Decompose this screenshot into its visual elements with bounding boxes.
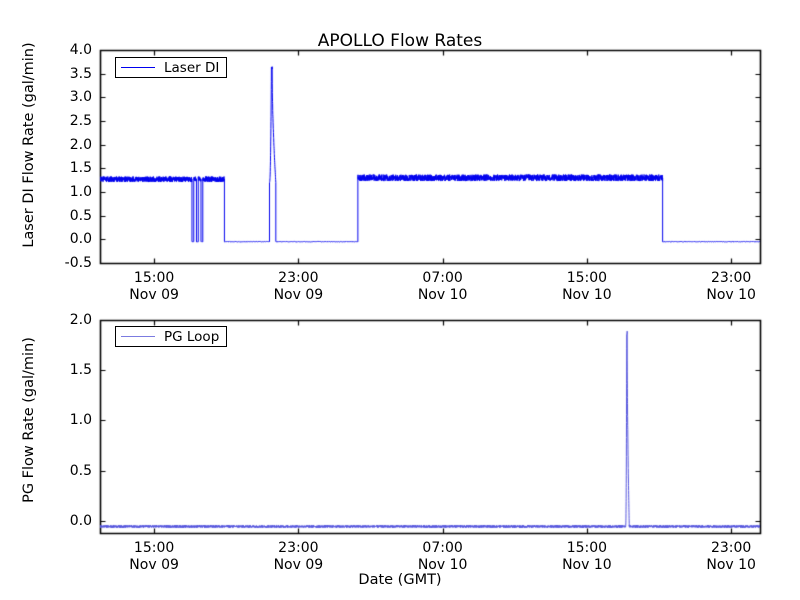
bottom-y-tick-label: 1.0 (69, 412, 92, 429)
bottom-x-tick-date: Nov 10 (562, 557, 612, 573)
bottom-x-tick-date: Nov 09 (129, 557, 179, 573)
top-y-tick-label: 1.0 (69, 184, 92, 200)
top-x-tick-label: 07:00 Nov 10 (398, 271, 488, 302)
bottom-x-tick-date: Nov 09 (273, 557, 324, 573)
top-x-tick-date: Nov 09 (273, 287, 324, 303)
bottom-x-tick-time: 23:00 (710, 540, 752, 556)
legend-line-swatch-pg-loop (121, 336, 155, 337)
top-y-tick-label: 2.0 (69, 136, 92, 153)
top-y-tick-label: 3.0 (69, 89, 92, 106)
bottom-y-tick-label: 0.5 (69, 462, 92, 479)
legend-line-swatch-laser-di (121, 67, 155, 68)
top-plot-legend: Laser DI (115, 57, 228, 78)
bottom-x-tick-label: 07:00 Nov 10 (398, 541, 488, 572)
bottom-x-tick-date: Nov 10 (706, 557, 756, 573)
bottom-plot-legend: PG Loop (115, 326, 228, 347)
bottom-x-tick-time: 15:00 (566, 540, 608, 556)
top-y-tick-label: 0.0 (69, 231, 92, 248)
top-y-tick-label: 1.5 (69, 160, 92, 177)
top-x-tick-time: 23:00 (278, 270, 319, 286)
top-x-tick-label: 15:00 Nov 10 (542, 271, 632, 302)
page-title: APOLLO Flow Rates (317, 31, 483, 51)
bottom-y-tick-label: 1.5 (69, 362, 92, 379)
top-x-tick-time: 15:00 (133, 270, 175, 286)
bottom-axis-y-label: PG Flow Rate (gal/min) (21, 337, 37, 503)
top-y-tick-label: 4.0 (69, 42, 92, 58)
top-x-tick-date: Nov 10 (562, 287, 612, 303)
bottom-x-tick-date: Nov 10 (417, 557, 468, 573)
bottom-y-tick-label: 2.0 (69, 312, 92, 328)
top-y-tick-label: 2.5 (69, 113, 92, 129)
top-axis-y-label: Laser DI Flow Rate (gal/min) (21, 42, 37, 248)
top-x-tick-label: 15:00 Nov 09 (109, 271, 199, 302)
top-x-tick-date: Nov 09 (129, 287, 179, 303)
bottom-x-tick-label: 23:00 Nov 09 (253, 541, 343, 572)
bottom-x-tick-time: 07:00 (422, 540, 463, 556)
top-x-tick-time: 23:00 (710, 270, 752, 286)
top-x-tick-label: 23:00 Nov 09 (253, 271, 343, 302)
bottom-x-tick-time: 15:00 (133, 540, 175, 556)
bottom-x-tick-label: 15:00 Nov 10 (542, 541, 632, 572)
bottom-x-tick-time: 23:00 (278, 540, 319, 556)
top-y-tick-label: 3.5 (69, 65, 92, 82)
top-y-tick-label: 0.5 (69, 207, 92, 224)
top-y-tick-label: -0.5 (64, 255, 92, 271)
top-x-tick-date: Nov 10 (706, 287, 756, 303)
x-axis-label: Date (GMT) (358, 572, 442, 588)
bottom-x-tick-label: 23:00 Nov 10 (686, 541, 776, 572)
top-x-tick-date: Nov 10 (417, 287, 468, 303)
legend-label-laser-di: Laser DI (164, 59, 220, 76)
bottom-x-tick-label: 15:00 Nov 09 (109, 541, 199, 572)
top-x-tick-time: 15:00 (566, 270, 608, 286)
legend-label-pg-loop: PG Loop (164, 328, 220, 345)
bottom-y-tick-label: 0.0 (69, 512, 92, 529)
top-x-tick-label: 23:00 Nov 10 (686, 271, 776, 302)
top-x-tick-time: 07:00 (422, 270, 463, 286)
